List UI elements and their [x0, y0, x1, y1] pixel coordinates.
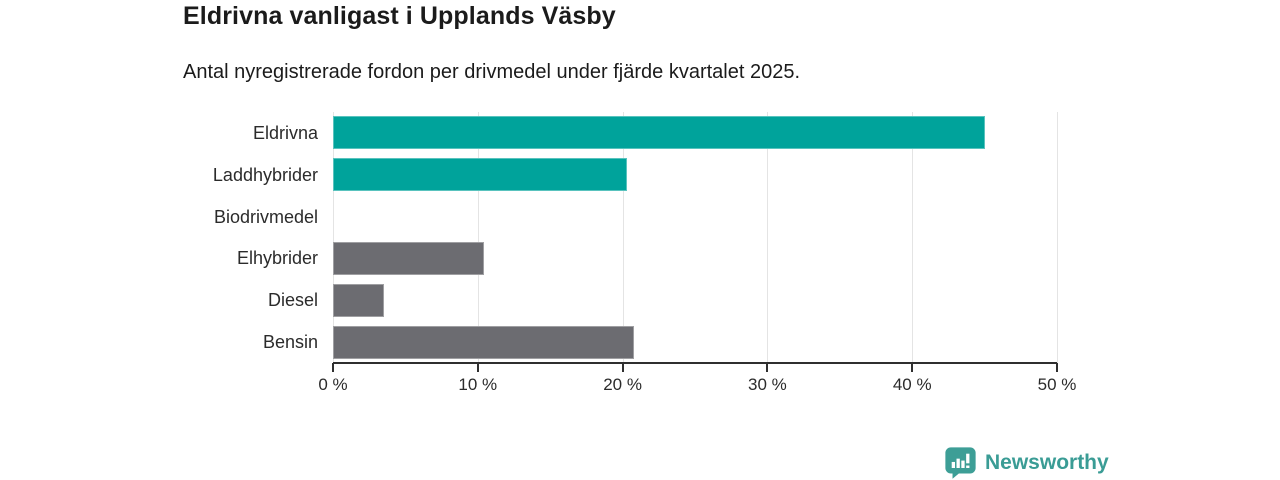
- chart-row: Eldrivna: [0, 112, 1057, 154]
- x-axis: 0 % 10 % 20 % 30 % 40 % 50 %: [318, 362, 1076, 402]
- chart-row: Elhybrider: [0, 237, 1057, 279]
- x-axis-line: [333, 362, 1057, 364]
- bar-diesel: [333, 283, 384, 317]
- chart-row: Bensin: [0, 321, 1057, 363]
- gridline: [912, 112, 914, 363]
- axis-tick-label: 10 %: [458, 375, 498, 394]
- chart-row: Biodrivmedel: [0, 196, 1057, 238]
- category-label: Bensin: [262, 332, 318, 353]
- bar-track: [333, 158, 1057, 192]
- axis-tick: [766, 363, 769, 372]
- category-label: Elhybrider: [236, 248, 318, 269]
- category-label: Eldrivna: [252, 122, 318, 143]
- category-label: Laddhybrider: [212, 164, 318, 185]
- axis-tick: [911, 363, 914, 372]
- bar-track: [333, 200, 1057, 233]
- gridline: [477, 112, 479, 363]
- gridline: [1057, 112, 1058, 363]
- axis-tick-label: 0 %: [318, 375, 348, 394]
- axis-tick-label: 50 %: [1037, 375, 1077, 394]
- axis-tick-label: 20 %: [603, 375, 642, 394]
- bar-laddhybrider: [333, 158, 627, 192]
- chart-row: Diesel: [0, 279, 1057, 321]
- axis-tick: [1056, 363, 1058, 372]
- chart-subtitle: Antal nyregistrerade fordon per drivmede…: [183, 61, 801, 83]
- newsworthy-badge-icon: [944, 446, 977, 479]
- axis-tick-label: 30 %: [748, 375, 787, 394]
- gridline: [622, 112, 624, 363]
- bar-eldrivna: [333, 116, 985, 150]
- chart-row: Laddhybrider: [0, 154, 1057, 196]
- newsworthy-wordmark: Newsworthy: [985, 451, 1109, 474]
- bar-track: [333, 241, 1057, 275]
- gridline: [767, 112, 769, 363]
- axis-tick: [476, 363, 479, 372]
- bar-bensin: [333, 325, 635, 359]
- bar-track: [333, 283, 1057, 317]
- plot-area: [333, 112, 1058, 363]
- axis-tick: [621, 363, 624, 372]
- bar-track: [333, 116, 1057, 150]
- chart-title: Eldrivna vanligast i Upplands Väsby: [183, 2, 616, 30]
- chart-rows: Eldrivna Laddhybrider Biodrivmedel Elhybrid…: [0, 112, 1057, 363]
- gridline: [333, 112, 334, 363]
- category-label: Diesel: [267, 290, 318, 311]
- bar-track: [333, 325, 1057, 359]
- axis-tick-label: 40 %: [892, 375, 932, 394]
- bar-elhybrider: [333, 241, 484, 275]
- axis-tick: [332, 363, 334, 372]
- category-label: Biodrivmedel: [213, 206, 318, 227]
- newsworthy-logo[interactable]: Newsworthy: [944, 446, 1109, 479]
